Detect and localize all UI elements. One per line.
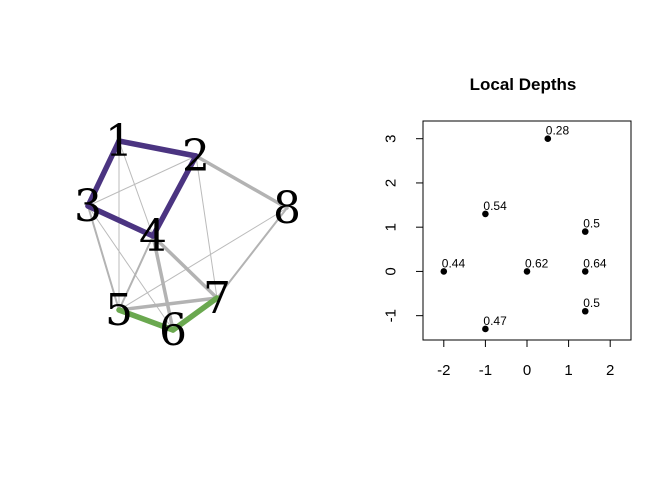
node-8: 8 (273, 183, 301, 234)
x-tick-label: -2 (437, 362, 450, 379)
data-point (581, 307, 589, 315)
x-tick-label: 2 (606, 362, 614, 379)
edge-3-2 (87, 155, 197, 207)
x-axis: -2 -1 0 1 2 (437, 339, 614, 379)
network-edges (85, 138, 289, 333)
node-2: 2 (182, 131, 210, 182)
x-tick-label: 1 (564, 362, 572, 379)
y-axis: -1 0 1 2 3 (383, 135, 424, 322)
data-label: 0.54 (483, 199, 507, 213)
edge-4-7 (151, 234, 219, 300)
data-point (440, 268, 448, 275)
edge-4-3 (85, 203, 156, 239)
node-6: 6 (159, 305, 187, 356)
y-tick-label: 2 (383, 179, 400, 187)
network-graph: 1 2 345 678 (74, 116, 301, 356)
edge-1-2 (116, 138, 199, 159)
node-5: 5 (105, 285, 133, 336)
data-point (482, 325, 489, 333)
y-tick-label: 3 (383, 135, 400, 143)
edge-2-8 (194, 154, 289, 210)
y-tick-label: -1 (383, 309, 400, 322)
data-label: 0.62 (525, 256, 549, 270)
node-4: 4 (139, 211, 167, 262)
node-7: 7 (203, 273, 231, 324)
edge-3-5 (87, 205, 120, 311)
node-3: 3 (74, 181, 102, 232)
data-points: 0.28 0.54 0.5 0.44 0.62 0.64 0.5 0.47 (440, 124, 607, 333)
network-nodes: 1 2 345 678 (74, 116, 301, 356)
data-point (581, 268, 589, 275)
data-label: 0.64 (583, 256, 607, 270)
edge-5-7 (117, 296, 219, 312)
x-tick-label: -1 (479, 362, 492, 379)
y-tick-label: 0 (383, 267, 400, 275)
data-label: 0.44 (442, 256, 466, 270)
edge-3-1 (85, 138, 122, 209)
edge-6-7 (170, 295, 220, 333)
data-label: 0.5 (583, 296, 600, 310)
data-point (523, 268, 531, 275)
x-tick-label: 0 (523, 362, 531, 379)
y-tick-label: 1 (383, 223, 400, 231)
edge-1-4 (118, 140, 154, 237)
data-label: 0.47 (483, 314, 507, 328)
data-label: 0.28 (546, 124, 570, 138)
edge-8-5 (118, 207, 288, 311)
data-label: 0.5 (583, 217, 600, 231)
data-point (482, 210, 489, 218)
edge-3-6 (87, 205, 174, 331)
chart-title: Local Depths (470, 75, 577, 94)
edge-4-5 (118, 235, 154, 311)
edge-2-7 (195, 155, 218, 299)
edge-4-6 (151, 234, 175, 332)
edge-5-6 (116, 307, 176, 333)
data-point (544, 135, 552, 142)
edge-8-7 (216, 207, 288, 299)
data-point (581, 228, 589, 235)
node-1: 1 (105, 116, 133, 167)
edge-2-4 (150, 153, 199, 239)
